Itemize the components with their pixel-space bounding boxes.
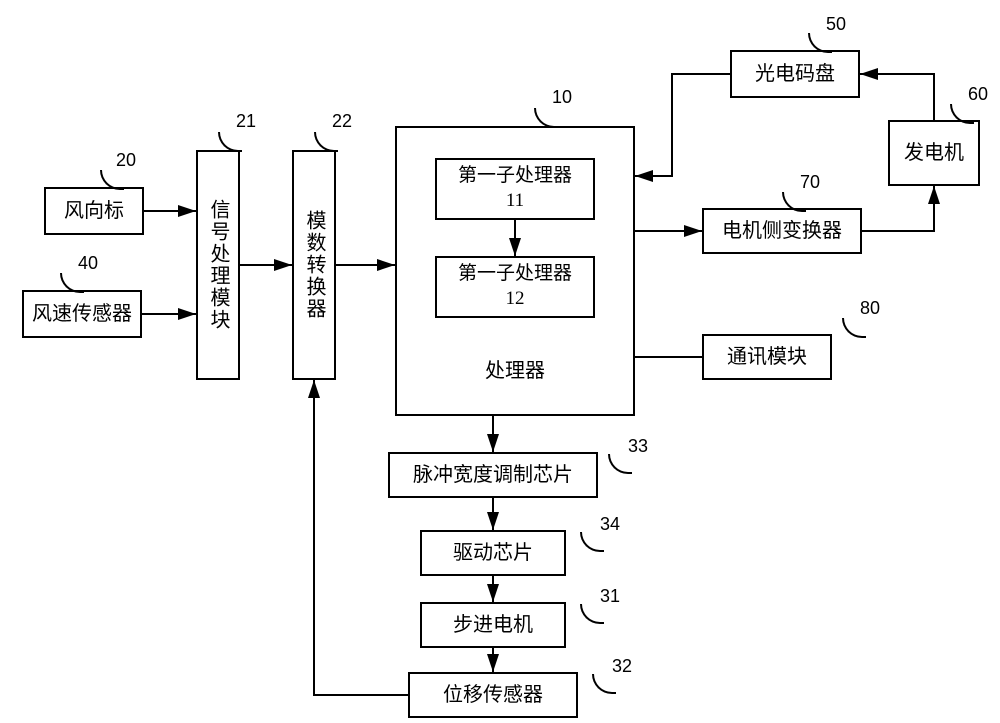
label-70: 70 — [800, 172, 820, 193]
label-22: 22 — [332, 111, 352, 132]
block-subprocessor-2: 第一子处理器 12 — [435, 256, 595, 318]
label-curve-icon — [534, 108, 558, 128]
block-text: 通讯模块 — [727, 344, 807, 370]
block-text: 发电机 — [904, 140, 964, 166]
label-21: 21 — [236, 111, 256, 132]
label-80: 80 — [860, 298, 880, 319]
block-text: 电机侧变换器 — [722, 218, 842, 244]
label-20: 20 — [116, 150, 136, 171]
block-text: 信号处理模块 — [205, 199, 231, 331]
block-text: 光电码盘 — [755, 61, 835, 87]
block-adc: 模数转换器 — [292, 150, 336, 380]
block-wind-vane: 风向标 — [44, 187, 144, 235]
label-curve-icon — [842, 318, 866, 338]
block-signal-processing: 信号处理模块 — [196, 150, 240, 380]
label-33: 33 — [628, 436, 648, 457]
block-text: 模数转换器 — [301, 210, 327, 320]
label-40: 40 — [78, 253, 98, 274]
label-32: 32 — [612, 656, 632, 677]
block-comm: 通讯模块 — [702, 334, 832, 380]
block-displacement-sensor: 位移传感器 — [408, 672, 578, 718]
block-text: 脉冲宽度调制芯片 — [413, 462, 573, 488]
label-60: 60 — [968, 84, 988, 105]
block-text: 步进电机 — [453, 612, 533, 638]
block-stepper: 步进电机 — [420, 602, 566, 648]
block-motor-converter: 电机侧变换器 — [702, 208, 862, 254]
block-text: 风向标 — [64, 198, 124, 224]
block-text: 第一子处理器 11 — [458, 164, 572, 213]
block-driver: 驱动芯片 — [420, 530, 566, 576]
label-31: 31 — [600, 586, 620, 607]
block-text: 处理器 — [485, 358, 545, 384]
label-curve-icon — [592, 674, 616, 694]
block-subprocessor-1: 第一子处理器 11 — [435, 158, 595, 220]
block-encoder: 光电码盘 — [730, 50, 860, 98]
label-10: 10 — [552, 87, 572, 108]
label-curve-icon — [218, 132, 242, 152]
label-50: 50 — [826, 14, 846, 35]
block-wind-speed: 风速传感器 — [22, 290, 142, 338]
block-text: 第一子处理器 12 — [458, 262, 572, 311]
block-text: 驱动芯片 — [453, 540, 533, 566]
label-curve-icon — [314, 132, 338, 152]
block-generator: 发电机 — [888, 120, 980, 186]
block-text: 风速传感器 — [32, 301, 132, 327]
label-34: 34 — [600, 514, 620, 535]
block-text: 位移传感器 — [443, 682, 543, 708]
block-pwm: 脉冲宽度调制芯片 — [388, 452, 598, 498]
label-curve-icon — [580, 604, 604, 624]
label-curve-icon — [608, 454, 632, 474]
label-curve-icon — [580, 532, 604, 552]
